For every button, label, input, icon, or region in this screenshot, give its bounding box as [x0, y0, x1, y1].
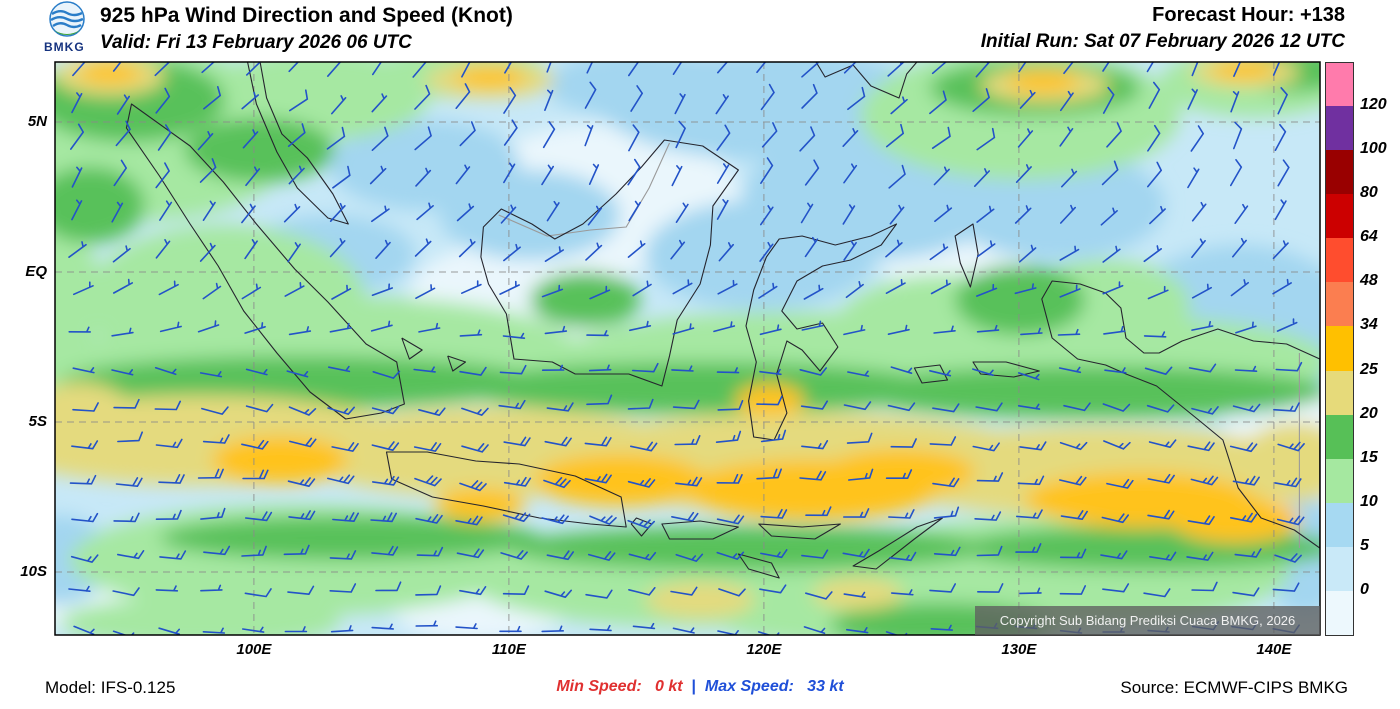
legend-label: 20 — [1360, 404, 1378, 422]
legend-segment — [1325, 238, 1354, 283]
lat-label: 5N — [27, 113, 47, 130]
legend-segment — [1325, 458, 1354, 503]
legend-segment — [1325, 194, 1354, 239]
max-speed-label: Max Speed: — [704, 678, 794, 695]
speed-field — [55, 62, 1320, 635]
model-label: Model: IFS-0.125 — [45, 678, 176, 697]
lon-label: 110E — [491, 641, 526, 658]
legend-segment — [1325, 590, 1354, 636]
legend-label: 64 — [1360, 228, 1378, 246]
legend-segment — [1325, 150, 1354, 195]
lat-label: 10S — [20, 563, 47, 580]
legend-label: 25 — [1360, 360, 1378, 378]
min-speed-value: 0 kt — [655, 678, 683, 695]
legend-label: 5 — [1360, 536, 1369, 554]
lon-label: 100E — [236, 641, 272, 658]
wind-barbs — [68, 62, 1305, 635]
legend-segment — [1325, 414, 1354, 459]
page-title: 925 hPa Wind Direction and Speed (Knot) — [100, 4, 513, 27]
lon-label: 130E — [1001, 641, 1037, 658]
min-speed-label: Min Speed: — [556, 678, 642, 695]
coastlines — [125, 62, 1320, 579]
legend-segment — [1325, 502, 1354, 547]
max-speed-value: 33 kt — [807, 678, 844, 695]
legend-label: 48 — [1360, 272, 1378, 290]
legend-label: 0 — [1360, 580, 1369, 598]
legend-label: 34 — [1360, 316, 1378, 334]
bmkg-logo-label: BMKG — [44, 40, 85, 54]
bmkg-logo-icon — [42, 0, 92, 45]
legend-segment — [1325, 106, 1354, 151]
source-label: Source: ECMWF-CIPS BMKG — [1120, 678, 1348, 697]
legend-label: 80 — [1360, 184, 1378, 202]
legend-label: 10 — [1360, 492, 1378, 510]
speed-summary: Min Speed: 0 kt | Max Speed: 33 kt — [430, 678, 970, 696]
valid-time: Valid: Fri 13 February 2026 06 UTC — [100, 32, 412, 53]
lon-label: 120E — [746, 641, 782, 658]
legend-segment — [1325, 546, 1354, 591]
copyright-notice: Copyright Sub Bidang Prediksi Cuaca BMKG… — [975, 606, 1320, 635]
speed-separator: | — [691, 678, 696, 695]
lat-label: 5S — [28, 413, 47, 430]
legend-segment — [1325, 282, 1354, 327]
initial-run: Initial Run: Sat 07 February 2026 12 UTC — [980, 31, 1345, 52]
legend-segment — [1325, 326, 1354, 371]
legend-label: 120 — [1360, 96, 1387, 114]
graticule — [55, 62, 1320, 635]
lon-label: 140E — [1256, 641, 1292, 658]
lat-label: EQ — [25, 263, 47, 280]
legend-segment — [1325, 62, 1354, 108]
legend-label: 15 — [1360, 448, 1378, 466]
legend-segment — [1325, 370, 1354, 415]
map-border — [54, 61, 1321, 636]
forecast-hour: Forecast Hour: +138 — [1152, 4, 1345, 26]
legend-label: 100 — [1360, 140, 1387, 158]
